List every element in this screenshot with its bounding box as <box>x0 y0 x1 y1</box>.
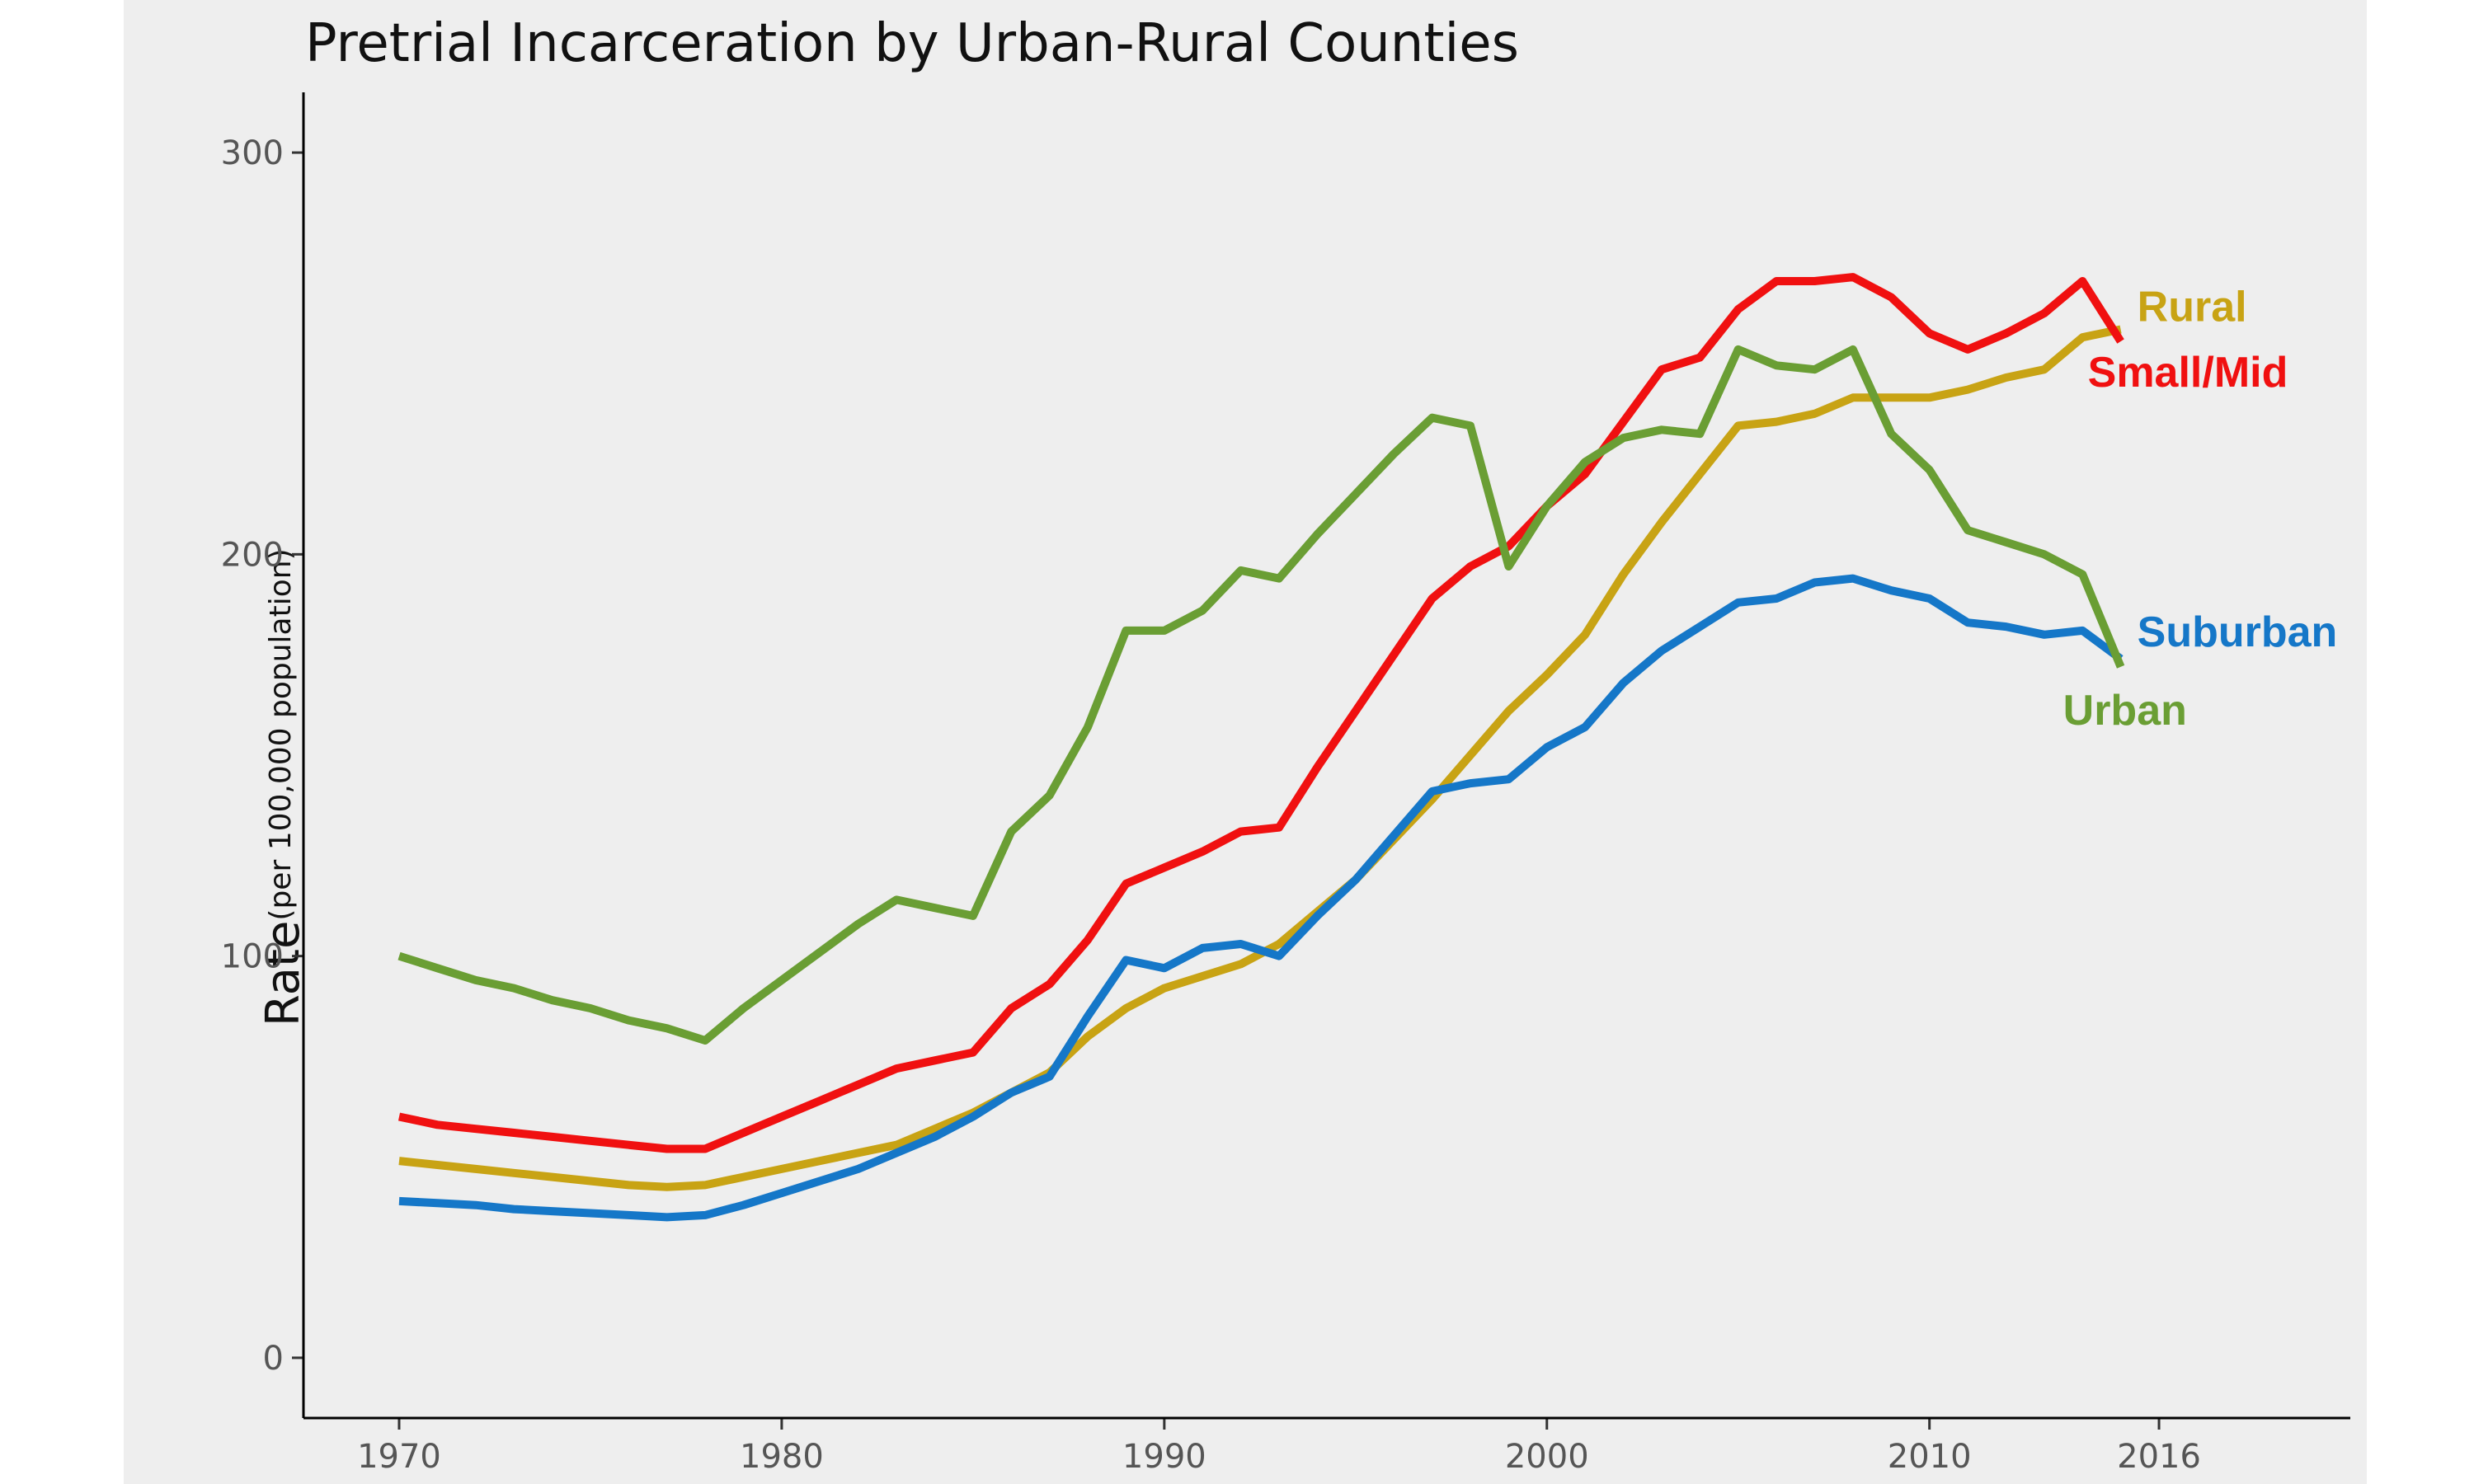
x-tick-label: 2000 <box>1505 1438 1589 1476</box>
line-chart: Pretrial Incarceration by Urban-Rural Co… <box>221 13 2350 1476</box>
svg-text:Rate(per 100,000 population): Rate(per 100,000 population) <box>256 548 310 1026</box>
x-tick-label: 2016 <box>2117 1438 2201 1476</box>
y-axis: 0 100 200 300 <box>221 134 303 1378</box>
y-tick-label: 200 <box>221 536 284 574</box>
x-axis: 1970 1980 1990 2000 2010 2016 <box>357 1418 2201 1476</box>
x-tick-label: 1970 <box>357 1438 441 1476</box>
series-label-suburban: Suburban <box>2138 608 2338 656</box>
plot-panel: Pretrial Incarceration by Urban-Rural Co… <box>124 0 2367 1484</box>
x-tick-label: 1980 <box>740 1438 824 1476</box>
series-label-small-mid: Small/Mid <box>2088 349 2288 397</box>
y-tick-label: 100 <box>221 938 284 976</box>
series-lines <box>397 273 2125 1222</box>
y-axis-title: Rate(per 100,000 population) <box>256 548 310 1026</box>
x-tick-label: 2010 <box>1888 1438 1972 1476</box>
series-label-rural: Rural <box>2138 283 2247 331</box>
series-label-urban: Urban <box>2063 687 2187 735</box>
series-line-rural <box>398 325 2122 1191</box>
series-line-suburban <box>398 574 2124 1222</box>
series-line-small-mid <box>397 273 2124 1153</box>
chart-title: Pretrial Incarceration by Urban-Rural Co… <box>305 13 1519 74</box>
series-labels: Rural Small/Mid Suburban Urban <box>2063 283 2338 734</box>
series-line-urban <box>397 345 2125 1045</box>
x-tick-label: 1990 <box>1122 1438 1206 1476</box>
y-tick-label: 0 <box>263 1340 284 1378</box>
y-axis-label: Rate <box>256 921 310 1026</box>
y-tick-label: 300 <box>221 134 284 172</box>
y-axis-unit: (per 100,000 population) <box>264 548 298 920</box>
